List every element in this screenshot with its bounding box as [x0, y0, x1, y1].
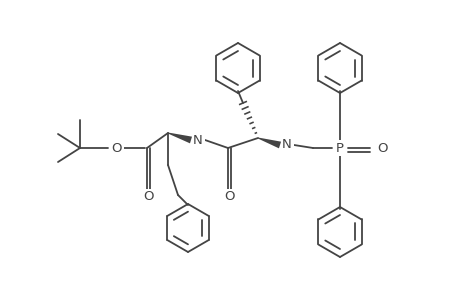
- Text: N: N: [193, 134, 202, 146]
- Text: O: O: [224, 190, 234, 203]
- Polygon shape: [168, 133, 191, 143]
- Text: O: O: [377, 142, 387, 154]
- Text: O: O: [112, 142, 122, 154]
- Polygon shape: [257, 137, 280, 148]
- Text: N: N: [281, 139, 291, 152]
- Text: O: O: [143, 190, 153, 203]
- Text: P: P: [335, 142, 343, 154]
